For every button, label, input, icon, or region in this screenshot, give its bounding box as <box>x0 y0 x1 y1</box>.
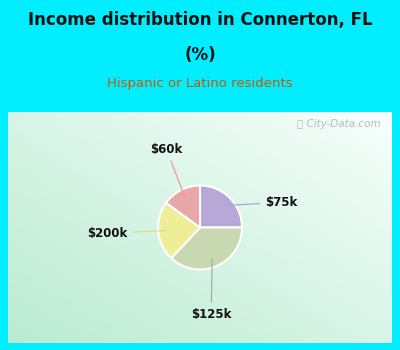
Wedge shape <box>158 203 200 258</box>
Wedge shape <box>166 186 200 228</box>
Wedge shape <box>171 228 242 270</box>
Wedge shape <box>200 186 242 228</box>
Text: $125k: $125k <box>191 259 231 321</box>
Text: $200k: $200k <box>88 226 166 240</box>
Text: (%): (%) <box>184 46 216 63</box>
Text: ⓘ City-Data.com: ⓘ City-Data.com <box>297 119 380 129</box>
Text: $75k: $75k <box>224 196 297 209</box>
Text: Hispanic or Latino residents: Hispanic or Latino residents <box>107 77 293 90</box>
Text: Income distribution in Connerton, FL: Income distribution in Connerton, FL <box>28 10 372 28</box>
Text: $60k: $60k <box>150 142 185 197</box>
